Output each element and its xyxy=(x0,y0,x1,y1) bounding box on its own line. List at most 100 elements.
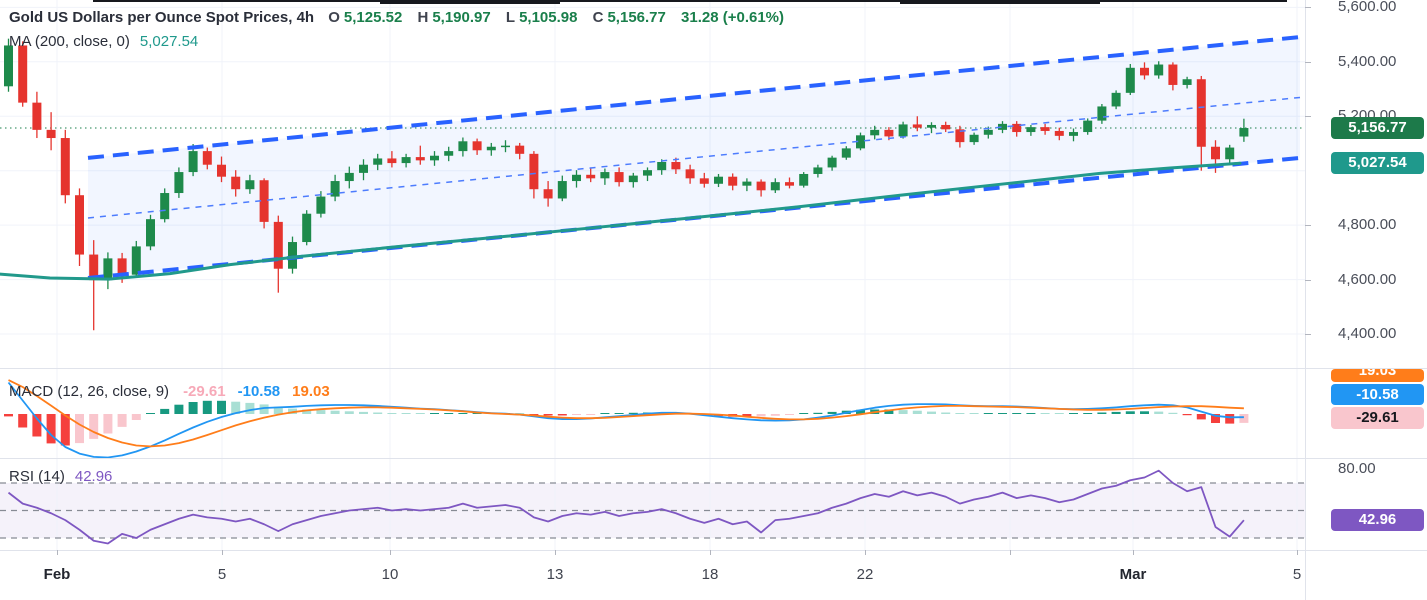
candle-body xyxy=(32,102,42,130)
rsi-badge: 42.96 xyxy=(1331,509,1424,531)
time-axis-tick xyxy=(865,550,866,555)
candle-body xyxy=(657,161,667,171)
candle-body xyxy=(600,172,610,179)
macd-histogram-bar xyxy=(515,413,525,414)
candle-body xyxy=(1239,128,1249,137)
macd-histogram-bar xyxy=(572,414,581,415)
macd-histogram-bar xyxy=(344,411,354,414)
macd-histogram-bar xyxy=(330,410,340,414)
macd-histogram-bar xyxy=(302,409,312,414)
macd-histogram-bar xyxy=(245,402,255,414)
macd-histogram-bar xyxy=(75,414,84,444)
macd-histogram-bar xyxy=(46,414,56,444)
candle-body xyxy=(1225,147,1235,160)
ohlc-close-key: C xyxy=(592,9,604,26)
macd-histogram-bar xyxy=(1083,413,1093,414)
macd-histogram-bar xyxy=(756,414,766,417)
price-axis-tick xyxy=(1305,62,1311,63)
macd-histogram-bar xyxy=(1111,411,1121,414)
price-axis-label: 4,800.00 xyxy=(1338,216,1397,233)
candle-body xyxy=(1097,106,1107,121)
macd-histogram-bar xyxy=(1069,413,1078,414)
candle-body xyxy=(1083,120,1093,133)
candle-body xyxy=(359,164,368,173)
candle-body xyxy=(217,164,226,177)
candle-body xyxy=(89,254,99,281)
candle-body xyxy=(884,129,894,137)
candle-body xyxy=(259,180,269,222)
candle-body xyxy=(1040,127,1050,131)
macd-histogram-bar xyxy=(1168,412,1178,414)
candle-body xyxy=(969,134,979,143)
candle-body xyxy=(529,153,539,190)
ohlc-close-value: 5,156.77 xyxy=(607,9,666,26)
macd-label: MACD (12, 26, close, 9) xyxy=(9,383,170,400)
time-axis-label: Feb xyxy=(43,566,71,583)
macd-histogram-bar xyxy=(742,414,752,417)
macd-histogram-bar xyxy=(117,414,127,427)
price-axis-tick xyxy=(1305,7,1311,8)
time-axis-tick xyxy=(555,550,556,555)
rsi-label: RSI (14) xyxy=(9,468,65,485)
candle-body xyxy=(572,174,581,182)
time-axis-label: 22 xyxy=(856,566,874,583)
ma-value: 5,027.54 xyxy=(139,33,199,50)
candle-body xyxy=(273,221,283,269)
candle-body xyxy=(316,196,326,214)
macd-histogram-bar xyxy=(387,413,397,414)
candle-body xyxy=(714,176,723,184)
macd-histogram-bar xyxy=(927,411,936,414)
rsi-pane[interactable] xyxy=(0,459,1305,550)
time-axis-tick xyxy=(222,550,223,555)
time-axis-tick xyxy=(1133,550,1134,555)
pane-separator[interactable] xyxy=(0,368,1427,369)
time-axis-label: Mar xyxy=(1119,566,1147,583)
macd-histogram-bar xyxy=(401,413,411,414)
macd-histogram-bar xyxy=(373,412,383,414)
pane-separator[interactable] xyxy=(0,458,1427,459)
main-price-pane[interactable] xyxy=(0,0,1305,368)
candle-body xyxy=(131,246,141,275)
macd-histogram-bar xyxy=(458,413,468,414)
macd-histogram-bar xyxy=(4,414,13,417)
candle-body xyxy=(387,158,397,164)
macd-pane[interactable] xyxy=(0,369,1305,458)
price-axis-tick xyxy=(1305,280,1311,281)
macd-histogram-bar xyxy=(359,411,368,414)
candle-body xyxy=(1168,64,1178,85)
candle-body xyxy=(415,157,425,161)
candle-body xyxy=(46,129,56,139)
candle-body xyxy=(486,146,496,151)
candle-body xyxy=(543,189,553,199)
candle-body xyxy=(458,141,468,152)
candle-body xyxy=(799,173,809,186)
macd-histogram-bar xyxy=(983,413,993,414)
candle-body xyxy=(728,176,738,186)
macd-histogram-bar xyxy=(1097,412,1107,414)
candle-body xyxy=(160,193,170,220)
rsi-badge-text: 42.96 xyxy=(1358,511,1397,528)
price-axis-label: 5,600.00 xyxy=(1338,0,1397,15)
candle-body xyxy=(912,124,922,128)
macd-histogram-bar xyxy=(529,414,539,415)
candle-body xyxy=(4,45,13,87)
candle-body xyxy=(742,181,752,186)
macd-hist-badge-text: -29.61 xyxy=(1356,409,1399,426)
time-axis-separator xyxy=(0,550,1427,551)
macd-histogram-bar xyxy=(1040,413,1050,414)
macd-histogram-bar xyxy=(1154,411,1164,414)
candle-body xyxy=(699,178,709,184)
macd-histogram-bar xyxy=(998,413,1007,414)
candle-body xyxy=(245,180,255,190)
candle-body xyxy=(501,145,510,148)
ohlc-open-key: O xyxy=(328,9,340,26)
macd-histogram-bar xyxy=(898,410,908,414)
macd-histogram-bar xyxy=(202,400,212,414)
macd-histogram-bar xyxy=(89,414,99,439)
macd-histogram-bar xyxy=(472,413,482,414)
channel-fill xyxy=(88,37,1300,278)
time-axis-label: 5 xyxy=(1292,566,1302,583)
candle-body xyxy=(60,138,70,196)
macd-hist-value: -29.61 xyxy=(183,383,226,400)
macd-signal-badge: 19.03 xyxy=(1331,369,1424,382)
